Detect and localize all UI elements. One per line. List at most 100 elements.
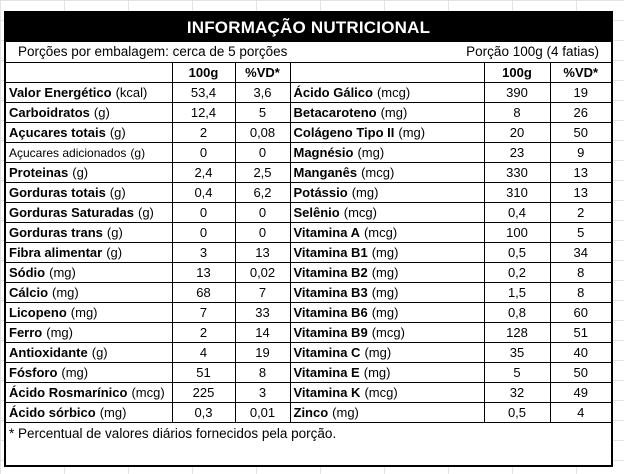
nutrient-qty: 0,2	[483, 262, 551, 283]
nutrient-left: Gorduras totais (g)	[6, 182, 173, 203]
nutrient-vd: 13	[549, 182, 611, 203]
panel-title: INFORMAÇÃO NUTRICIONAL	[6, 13, 611, 42]
nutrient-left: Ferro (mg)	[6, 322, 173, 343]
nutrient-right: Vitamina K (mcg)	[289, 382, 485, 403]
nutrient-name: Valor Energético	[9, 85, 112, 100]
nutrient-unit: (mg)	[46, 325, 73, 340]
footnote: * Percentual de valores diários fornecid…	[9, 426, 337, 441]
nutrient-right: Manganês (mcg)	[289, 162, 485, 183]
nutrient-unit: (mg)	[363, 365, 391, 380]
nutrient-name: Proteinas	[9, 165, 69, 180]
nutrient-left: Ácido sórbico (mg)	[6, 402, 173, 423]
nutrient-right: Vitamina B1 (mg)	[289, 242, 485, 263]
nutrient-name: Vitamina B3	[293, 285, 368, 300]
nutrient-qty: 68	[171, 282, 236, 303]
nutrient-qty: 330	[483, 162, 551, 183]
nutrient-name: Gorduras Saturadas	[9, 205, 134, 220]
table-row: Carboidratos (g) 12,4 5 Betacaroteno (mg) 8 26	[6, 102, 611, 123]
table-row: Sódio (mg) 13 0,02 Vitamina B2 (mg) 0,2 8	[6, 262, 611, 283]
nutrient-right: Magnésio (mg)	[289, 142, 485, 163]
nutrient-vd: 8	[549, 282, 611, 303]
nutrient-qty: 8	[483, 102, 551, 123]
header-qty-left: 100g	[171, 63, 236, 83]
nutrient-name: Vitamina B9	[293, 325, 368, 340]
nutrient-name: Vitamina B1	[293, 245, 368, 260]
nutrient-vd: 2,5	[234, 162, 291, 183]
nutrient-qty: 0,3	[171, 402, 236, 423]
header-blank-left	[6, 63, 173, 83]
nutrient-left: Fósforo (mg)	[6, 362, 173, 383]
nutrient-name: Colágeno Tipo II	[293, 125, 395, 140]
nutrient-unit: (g)	[130, 146, 146, 160]
nutrient-qty: 0	[171, 202, 236, 223]
table-row: Ferro (mg) 2 14 Vitamina B9 (mcg) 128 51	[6, 322, 611, 343]
nutrient-unit: (mcg)	[131, 385, 165, 400]
nutrient-unit: (kcal)	[115, 85, 148, 100]
nutrient-name: Sódio	[9, 265, 46, 280]
nutrient-vd: 5	[234, 102, 291, 123]
nutrient-vd: 50	[549, 362, 611, 383]
nutrient-name: Betacaroteno	[293, 105, 377, 120]
nutrient-unit: (mcg)	[361, 165, 395, 180]
nutrient-vd: 13	[549, 162, 611, 183]
nutrient-unit: (mg)	[52, 285, 79, 300]
nutrient-vd: 33	[234, 302, 291, 323]
nutrient-right: Betacaroteno (mg)	[289, 102, 485, 123]
nutrient-qty: 100	[483, 222, 551, 243]
nutrient-left: Antioxidante (g)	[6, 342, 173, 363]
nutrient-left: Açucares totais (g)	[6, 122, 173, 143]
nutrient-right: Vitamina B3 (mg)	[289, 282, 485, 303]
nutrient-left: Gorduras trans (g)	[6, 222, 173, 243]
serving-info: Porções por embalagem: cerca de 5 porçõe…	[6, 42, 611, 63]
serving-size: Porção 100g (4 fatias)	[466, 44, 599, 59]
nutrient-qty: 2,4	[171, 162, 236, 183]
nutrient-vd: 8	[549, 262, 611, 283]
nutrient-name: Manganês	[293, 165, 358, 180]
nutrient-right: Potássio (mg)	[289, 182, 485, 203]
nutrient-name: Gorduras trans	[9, 225, 103, 240]
nutrient-left: Ácido Rosmarínico (mcg)	[6, 382, 173, 403]
nutrient-vd: 0	[234, 142, 291, 163]
nutrient-qty: 128	[483, 322, 551, 343]
nutrient-name: Potássio	[293, 185, 348, 200]
nutrient-qty: 35	[483, 342, 551, 363]
nutrient-name: Carboidratos	[9, 105, 90, 120]
nutrient-name: Ácido Gálico	[293, 85, 373, 100]
nutrient-name: Selênio	[293, 205, 340, 220]
nutrient-left: Proteinas (g)	[6, 162, 173, 183]
table-header-row: 100g %VD* 100g %VD*	[6, 63, 611, 83]
nutrient-qty: 13	[171, 262, 236, 283]
nutrient-unit: (mg)	[61, 365, 89, 380]
nutrient-qty: 0,5	[483, 402, 551, 423]
nutrient-qty: 2	[171, 322, 236, 343]
nutrient-right: Vitamina A (mcg)	[289, 222, 485, 243]
nutrient-right: Ácido Gálico (mcg)	[289, 82, 485, 103]
nutrient-qty: 390	[483, 82, 551, 103]
nutrient-name: Fósforo	[9, 365, 58, 380]
nutrient-unit: (mg)	[371, 285, 399, 300]
nutrient-left: Fibra alimentar (g)	[6, 242, 173, 263]
table-row: Gorduras trans (g) 0 0 Vitamina A (mcg) 100 5	[6, 222, 611, 243]
nutrient-unit: (mg)	[357, 145, 385, 160]
nutrient-name: Vitamina B2	[293, 265, 368, 280]
nutrient-unit: (mcg)	[363, 225, 398, 240]
header-qty-right: 100g	[483, 63, 551, 83]
nutrient-name: Açucares adicionados	[9, 146, 127, 160]
nutrient-vd: 14	[234, 322, 291, 343]
nutrient-qty: 53,4	[171, 82, 236, 103]
nutrient-name: Vitamina C	[293, 345, 361, 360]
nutrient-name: Antioxidante	[9, 345, 88, 360]
nutrient-unit: (mg)	[332, 405, 359, 420]
nutrient-qty: 5	[483, 362, 551, 383]
nutrient-name: Fibra alimentar	[9, 245, 103, 260]
nutrient-qty: 4	[171, 342, 236, 363]
nutrient-unit: (mg)	[364, 345, 392, 360]
nutrient-unit: (mg)	[371, 245, 399, 260]
nutrient-unit: (mcg)	[343, 205, 377, 220]
nutrient-vd: 2	[549, 202, 611, 223]
nutrient-left: Açucares adicionados (g)	[6, 142, 173, 163]
nutrient-vd: 40	[549, 342, 611, 363]
nutrient-unit: (mcg)	[371, 325, 405, 340]
nutrient-unit: (mg)	[380, 105, 408, 120]
nutrient-unit: (g)	[91, 345, 108, 360]
